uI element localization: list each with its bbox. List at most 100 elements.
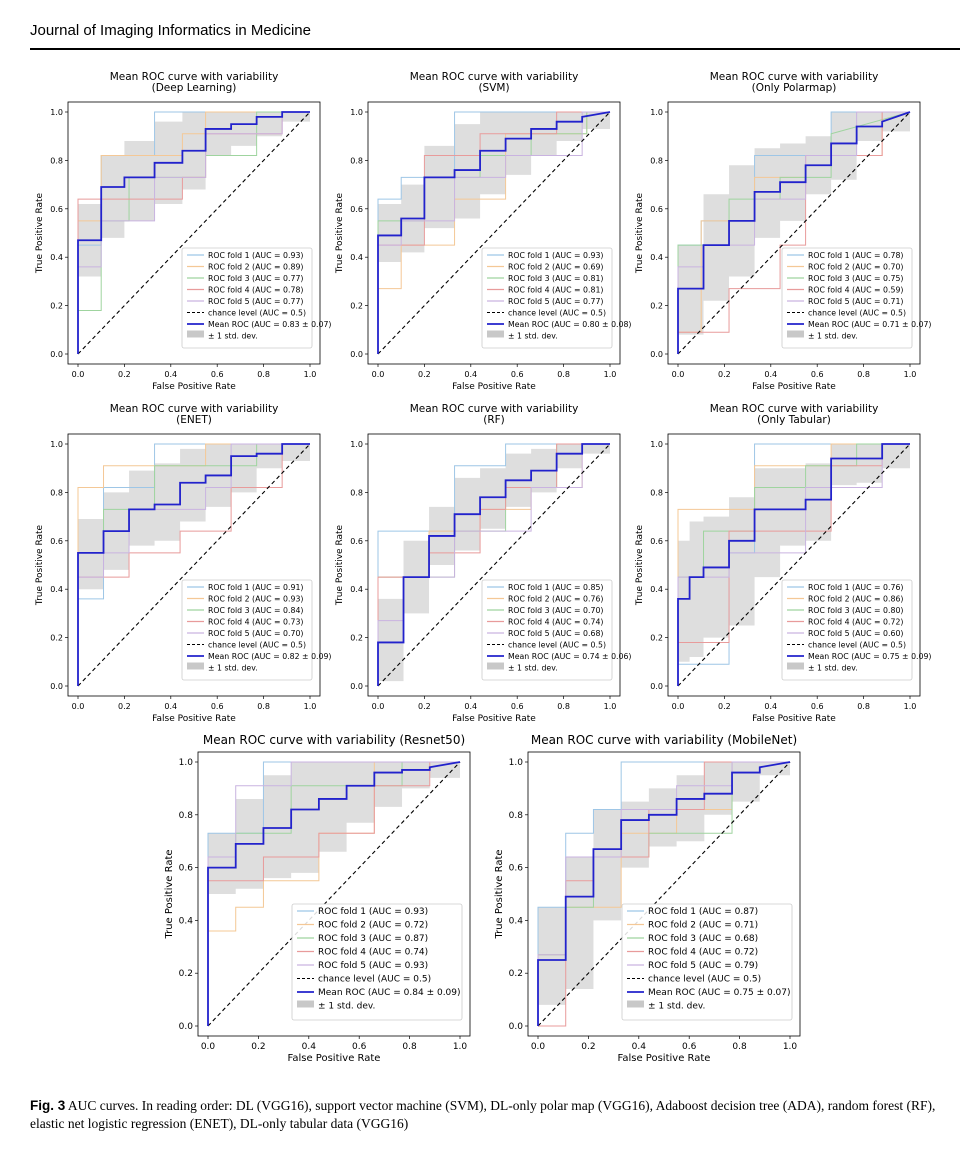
plot-frame <box>67 433 321 697</box>
legend-label: ± 1 std. dev. <box>508 332 558 341</box>
y-tick-label: 0.8 <box>509 811 524 821</box>
x-axis-label: False Positive Rate <box>152 714 236 724</box>
roc-chart-resnet50: Mean ROC curve with variability (Resnet5… <box>164 733 471 1064</box>
y-tick-label: 0.0 <box>509 1022 524 1032</box>
legend-label: ± 1 std. dev. <box>808 332 858 341</box>
y-tick-label: 0.2 <box>650 634 663 643</box>
legend-label: ROC fold 3 (AUC = 0.75) <box>808 274 903 283</box>
x-tick-label: 0.4 <box>164 702 177 711</box>
chance-line <box>207 761 461 1027</box>
y-tick-label: 1.0 <box>350 108 363 117</box>
legend-label: ROC fold 4 (AUC = 0.78) <box>208 286 303 295</box>
legend-label: ROC fold 1 (AUC = 0.78) <box>808 251 903 260</box>
y-tick-label: 0.4 <box>350 253 363 262</box>
y-tick-label: 0.6 <box>350 205 363 214</box>
x-tick-label: 0.8 <box>857 370 870 379</box>
y-tick-label: 0.8 <box>350 156 363 165</box>
legend-label: chance level (AUC = 0.5) <box>208 309 306 318</box>
y-axis-label: True Positive Rate <box>164 849 175 939</box>
legend-label: ± 1 std. dev. <box>508 664 558 673</box>
x-tick-label: 0.6 <box>211 370 224 379</box>
legend-label: ROC fold 1 (AUC = 0.93) <box>318 907 428 917</box>
x-tick-label: 0.6 <box>811 702 824 711</box>
y-tick-label: 0.6 <box>650 205 663 214</box>
y-axis-label: True Positive Rate <box>35 192 45 274</box>
roc-chart-svm: Mean ROC curve with variability(SVM) 0.0 0… <box>335 71 631 392</box>
x-tick-label: 0.2 <box>581 1042 595 1052</box>
y-tick-label: 0.4 <box>179 916 194 926</box>
y-tick-label: 0.6 <box>50 205 63 214</box>
x-tick-label: 0.4 <box>464 370 477 379</box>
legend-label: ROC fold 4 (AUC = 0.74) <box>508 618 603 627</box>
legend-label: Mean ROC (AUC = 0.80 ± 0.08) <box>508 320 631 329</box>
legend-label: Mean ROC (AUC = 0.84 ± 0.09) <box>318 988 461 998</box>
roc-chart-rf: Mean ROC curve with variability(RF) 0.0 0.… <box>335 403 631 724</box>
chart-title: (Only Tabular) <box>757 414 831 426</box>
y-tick-label: 1.0 <box>179 758 194 768</box>
y-axis-label: True Positive Rate <box>635 192 645 274</box>
x-tick-label: 1.0 <box>904 370 917 379</box>
legend-swatch <box>487 330 504 338</box>
x-tick-label: 0.2 <box>418 370 431 379</box>
legend-label: ROC fold 3 (AUC = 0.68) <box>648 934 758 944</box>
y-tick-label: 0.8 <box>350 488 363 497</box>
legend-label: ROC fold 1 (AUC = 0.76) <box>808 583 903 592</box>
legend-label: ROC fold 3 (AUC = 0.84) <box>208 606 303 615</box>
y-tick-label: 0.2 <box>350 302 363 311</box>
plot-frame <box>197 751 471 1037</box>
mean-roc-curve <box>377 443 610 686</box>
x-tick-label: 0.0 <box>672 370 685 379</box>
y-tick-label: 0.4 <box>50 253 63 262</box>
chart-title: Mean ROC curve with variability <box>410 71 579 83</box>
legend-box <box>481 579 613 681</box>
x-tick-label: 1.0 <box>304 702 317 711</box>
legend-box <box>781 247 913 349</box>
y-axis-label: True Positive Rate <box>335 524 345 606</box>
x-tick-label: 0.8 <box>257 702 270 711</box>
x-tick-label: 0.0 <box>72 702 85 711</box>
legend-label: ROC fold 1 (AUC = 0.91) <box>208 583 303 592</box>
legend-label: ± 1 std. dev. <box>208 664 258 673</box>
x-tick-label: 1.0 <box>604 370 617 379</box>
legend-label: ROC fold 3 (AUC = 0.80) <box>808 606 903 615</box>
chart-title: Mean ROC curve with variability <box>110 403 279 415</box>
x-tick-label: 0.8 <box>857 702 870 711</box>
legend-label: ROC fold 2 (AUC = 0.71) <box>648 921 758 931</box>
y-tick-label: 0.0 <box>650 682 663 691</box>
legend-swatch <box>787 662 804 670</box>
legend-label: ROC fold 2 (AUC = 0.70) <box>808 263 903 272</box>
legend-label: ROC fold 5 (AUC = 0.68) <box>508 629 603 638</box>
std-dev-band <box>208 762 460 894</box>
legend-label: ROC fold 3 (AUC = 0.77) <box>208 274 303 283</box>
legend-label: chance level (AUC = 0.5) <box>508 641 606 650</box>
chance-line <box>537 761 791 1027</box>
chart-title: (Deep Learning) <box>152 82 237 94</box>
std-dev-band <box>378 112 610 263</box>
x-tick-label: 0.2 <box>251 1042 265 1052</box>
legend-label: ± 1 std. dev. <box>808 664 858 673</box>
x-tick-label: 0.4 <box>302 1042 317 1052</box>
y-tick-label: 0.0 <box>50 682 63 691</box>
mean-roc-curve <box>537 761 791 1026</box>
x-tick-label: 0.6 <box>352 1042 367 1052</box>
y-tick-label: 0.0 <box>350 350 363 359</box>
y-tick-label: 0.8 <box>650 156 663 165</box>
y-tick-label: 1.0 <box>350 440 363 449</box>
y-tick-label: 1.0 <box>50 108 63 117</box>
std-dev-band <box>678 444 910 662</box>
legend-label: chance level (AUC = 0.5) <box>318 975 431 985</box>
mean-roc-curve <box>677 111 911 354</box>
x-tick-label: 0.6 <box>511 702 524 711</box>
y-tick-label: 0.4 <box>650 253 663 262</box>
legend-label: ROC fold 5 (AUC = 0.71) <box>808 297 903 306</box>
y-tick-label: 0.6 <box>650 537 663 546</box>
y-tick-label: 0.8 <box>650 488 663 497</box>
y-axis-label: True Positive Rate <box>494 849 505 939</box>
plot-frame <box>667 101 921 365</box>
x-tick-label: 0.4 <box>464 702 477 711</box>
y-tick-label: 0.6 <box>179 864 194 874</box>
y-axis-label: True Positive Rate <box>335 192 345 274</box>
mean-roc-curve <box>77 111 310 354</box>
mean-roc-curve <box>207 761 461 1026</box>
x-tick-label: 0.2 <box>718 370 731 379</box>
